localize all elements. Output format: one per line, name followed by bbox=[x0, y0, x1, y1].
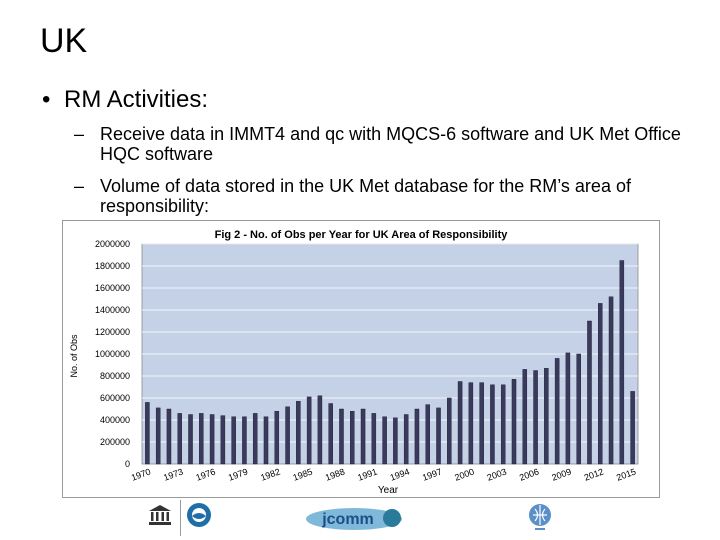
x-tick-label: 2003 bbox=[486, 466, 508, 482]
bar-2007 bbox=[544, 368, 549, 465]
y-tick-label: 0 bbox=[125, 459, 130, 469]
x-tick-label: 1976 bbox=[195, 466, 217, 482]
x-tick-label: 2000 bbox=[453, 466, 475, 482]
y-tick-label: 200000 bbox=[100, 437, 130, 447]
bar-1988 bbox=[339, 408, 344, 465]
bar-1982 bbox=[274, 410, 280, 465]
subbullet-volume-data: – Volume of data stored in the UK Met dat… bbox=[74, 176, 694, 216]
x-tick-label: 1985 bbox=[292, 466, 314, 482]
bullet-dot: • bbox=[42, 86, 51, 113]
x-tick-label: 1997 bbox=[421, 466, 443, 482]
bar-2013 bbox=[608, 296, 614, 465]
bar-2009 bbox=[565, 352, 571, 465]
bar-1998 bbox=[447, 397, 452, 465]
bar-2002 bbox=[490, 384, 495, 465]
bar-2010 bbox=[576, 353, 581, 465]
bar-1993 bbox=[393, 417, 398, 465]
bar-2006 bbox=[533, 370, 538, 465]
chart-title: Fig 2 - No. of Obs per Year for UK Area … bbox=[215, 229, 509, 241]
subbullet-text: Volume of data stored in the UK Met data… bbox=[100, 176, 631, 216]
y-tick-label: 600000 bbox=[100, 393, 130, 403]
dash-marker: – bbox=[74, 176, 85, 196]
bar-2004 bbox=[511, 379, 517, 465]
bar-2011 bbox=[587, 320, 592, 465]
x-tick-label: 1982 bbox=[259, 466, 281, 482]
bar-1999 bbox=[457, 381, 463, 465]
bar-2005 bbox=[522, 369, 528, 465]
bar-1970 bbox=[145, 402, 150, 465]
bar-1975 bbox=[199, 413, 204, 465]
slide-title: UK bbox=[40, 22, 88, 60]
x-tick-label: 1988 bbox=[324, 466, 346, 482]
bar-1991 bbox=[371, 413, 377, 465]
bar-2012 bbox=[598, 303, 603, 465]
x-tick-label: 1970 bbox=[130, 466, 152, 482]
bar-1989 bbox=[350, 410, 355, 465]
bar-1974 bbox=[188, 414, 193, 465]
bar-1984 bbox=[296, 401, 301, 465]
y-tick-label: 1200000 bbox=[95, 327, 130, 337]
x-tick-label: 2012 bbox=[583, 466, 605, 482]
bar-1973 bbox=[177, 413, 182, 465]
dash-marker: – bbox=[74, 124, 85, 144]
subbullet-text: Receive data in IMMT4 and qc with MQCS-6… bbox=[100, 124, 681, 164]
bar-1976 bbox=[209, 414, 215, 465]
bar-1990 bbox=[360, 408, 366, 465]
y-tick-label: 1600000 bbox=[95, 283, 130, 293]
bar-1981 bbox=[263, 416, 269, 465]
x-tick-label: 1991 bbox=[356, 466, 378, 482]
ioc-logo-icon bbox=[187, 503, 211, 527]
x-tick-label: 2006 bbox=[518, 466, 540, 482]
bar-1992 bbox=[382, 416, 387, 465]
bar-1972 bbox=[166, 408, 172, 465]
chart-y-axis-label: No. of Obs bbox=[69, 334, 79, 378]
logo-divider bbox=[180, 500, 181, 536]
y-tick-label: 1400000 bbox=[95, 305, 130, 315]
chart-x-axis-label: Year bbox=[378, 485, 399, 496]
bar-1987 bbox=[328, 403, 333, 465]
bar-1983 bbox=[285, 406, 290, 465]
subbullet-receive-data: – Receive data in IMMT4 and qc with MQCS-… bbox=[74, 124, 694, 164]
bar-1997 bbox=[436, 407, 441, 465]
bullet-text: RM Activities: bbox=[64, 86, 209, 113]
x-tick-label: 2015 bbox=[615, 466, 637, 482]
wmo-logo-icon bbox=[529, 504, 551, 530]
bar-2000 bbox=[468, 382, 474, 465]
bar-2014 bbox=[619, 260, 625, 465]
y-tick-label: 800000 bbox=[100, 371, 130, 381]
bar-1986 bbox=[317, 395, 323, 465]
unesco-logo-icon bbox=[149, 505, 171, 525]
y-tick-label: 1000000 bbox=[95, 349, 130, 359]
bar-1985 bbox=[306, 396, 312, 465]
x-tick-label: 2009 bbox=[550, 466, 572, 482]
footer-logos: jcomm bbox=[0, 498, 720, 540]
jcomm-logo-text: jcomm bbox=[321, 511, 374, 528]
bullet-rm-activities: • RM Activities: bbox=[42, 86, 208, 114]
bar-1996 bbox=[425, 404, 430, 465]
bar-1979 bbox=[242, 416, 247, 465]
jcomm-logo-icon: jcomm bbox=[306, 508, 402, 530]
bar-1980 bbox=[252, 413, 258, 465]
bar-1977 bbox=[220, 415, 226, 465]
bar-1978 bbox=[231, 416, 236, 465]
obs-per-year-chart: Fig 2 - No. of Obs per Year for UK Area … bbox=[69, 229, 639, 496]
x-tick-label: 1994 bbox=[389, 466, 411, 482]
bar-2008 bbox=[554, 358, 560, 465]
y-tick-label: 400000 bbox=[100, 415, 130, 425]
bar-1994 bbox=[403, 414, 409, 465]
bar-2001 bbox=[479, 382, 484, 465]
y-tick-label: 2000000 bbox=[95, 239, 130, 249]
bar-2015 bbox=[630, 391, 635, 465]
bar-1971 bbox=[155, 407, 161, 465]
y-tick-label: 1800000 bbox=[95, 261, 130, 271]
bar-1995 bbox=[414, 408, 420, 465]
bar-2003 bbox=[500, 384, 506, 465]
chart-frame: Fig 2 - No. of Obs per Year for UK Area … bbox=[62, 220, 660, 498]
x-tick-label: 1973 bbox=[162, 466, 184, 482]
x-tick-label: 1979 bbox=[227, 466, 249, 482]
